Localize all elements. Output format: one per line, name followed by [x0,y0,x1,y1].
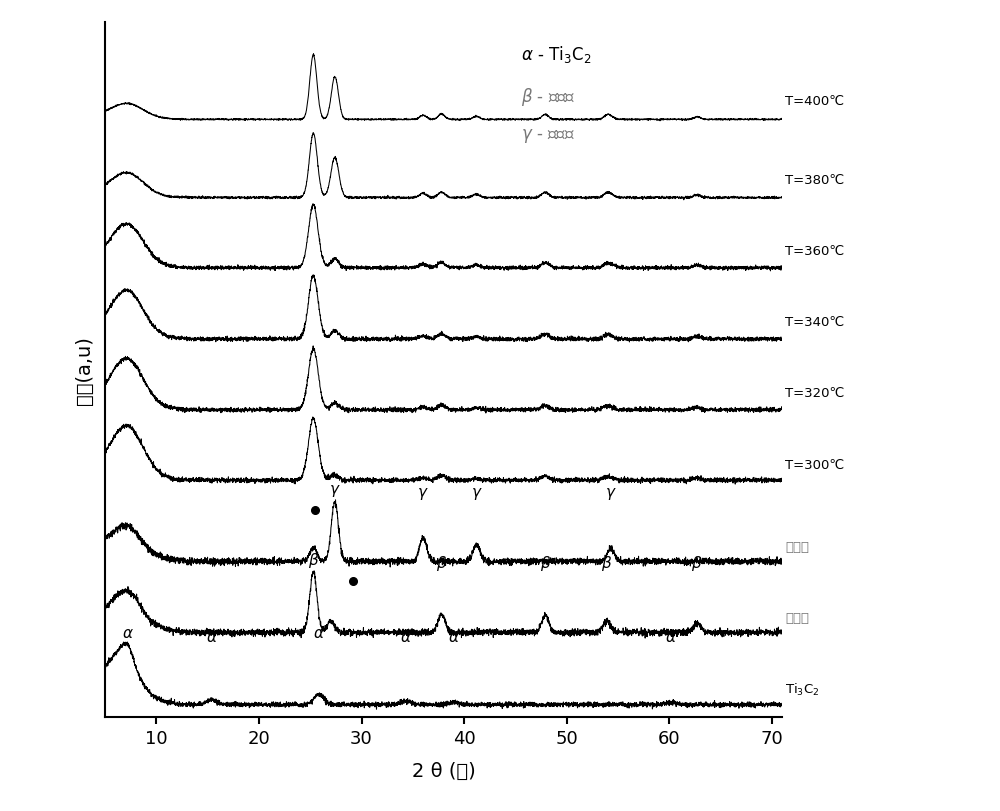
Text: $\alpha$: $\alpha$ [206,629,218,645]
Text: $\alpha$ - Ti$_3$C$_2$: $\alpha$ - Ti$_3$C$_2$ [521,44,592,65]
Text: $\alpha$: $\alpha$ [313,626,324,641]
Text: $\alpha$: $\alpha$ [400,629,412,645]
Text: $\beta$: $\beta$ [691,553,703,572]
Text: T=340℃: T=340℃ [785,316,844,329]
Text: $\gamma$ - 金红石: $\gamma$ - 金红石 [521,127,575,145]
Text: $\alpha$: $\alpha$ [122,626,134,641]
Text: T=380℃: T=380℃ [785,174,844,187]
Text: $\gamma$: $\gamma$ [605,485,617,501]
Text: 金红石: 金红石 [785,541,809,554]
Text: $\beta$: $\beta$ [436,553,447,572]
Text: $\alpha$: $\alpha$ [448,629,460,645]
Text: T=360℃: T=360℃ [785,245,844,258]
Text: $\beta$ - 锐钛矿: $\beta$ - 锐钛矿 [521,85,576,108]
Text: 锐馒矿: 锐馒矿 [785,611,809,624]
Text: $\beta$: $\beta$ [601,553,612,572]
X-axis label: 2 θ (度): 2 θ (度) [412,761,475,780]
Y-axis label: 强度(a,u): 强度(a,u) [75,336,94,405]
Text: $\gamma$: $\gamma$ [329,483,341,499]
Text: T=400℃: T=400℃ [785,95,844,108]
Text: $\gamma$: $\gamma$ [471,485,482,501]
Text: $\beta$: $\beta$ [308,551,319,569]
Text: $\beta$: $\beta$ [540,553,551,572]
Text: Ti$_3$C$_2$: Ti$_3$C$_2$ [785,681,820,697]
Text: $\gamma$: $\gamma$ [417,485,429,501]
Text: T=320℃: T=320℃ [785,387,845,400]
Text: T=300℃: T=300℃ [785,458,844,471]
Text: $\alpha$: $\alpha$ [665,629,677,645]
